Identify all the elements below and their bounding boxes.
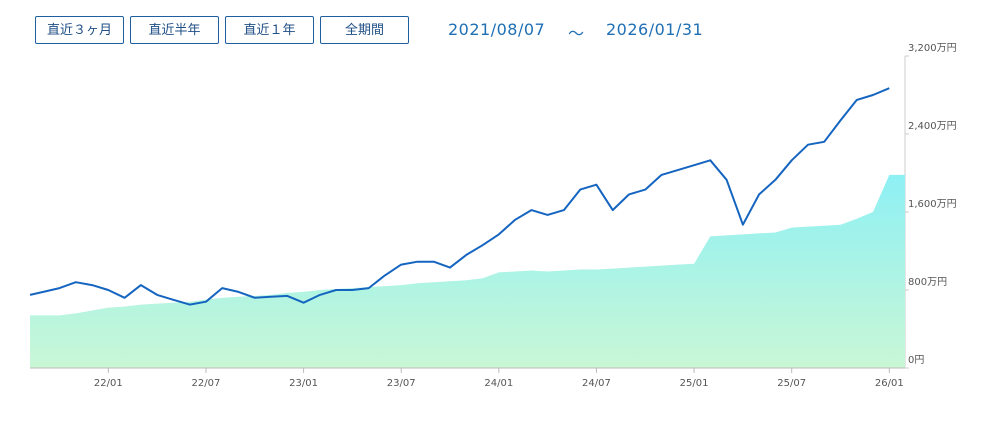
x-tick-label: 25/07 (777, 378, 806, 389)
y-tick-label: 2,400万円 (908, 121, 957, 132)
date-separator: ～ (568, 24, 585, 43)
y-tick-label: 3,200万円 (908, 43, 957, 54)
x-tick-label: 23/01 (289, 378, 318, 389)
x-tick-label: 24/01 (484, 378, 513, 389)
line (29, 87, 890, 306)
x-tick-label: 25/01 (680, 378, 709, 389)
end-date: 2026/01/31 (606, 20, 704, 39)
start-date: 2021/08/07 (448, 20, 546, 39)
x-tick-label: 23/07 (387, 378, 416, 389)
range-button[interactable]: 直近半年 (130, 16, 219, 44)
x-tick-label: 22/07 (192, 378, 221, 389)
y-tick-label: 800万円 (908, 277, 947, 288)
range-button[interactable]: 全期間 (320, 16, 409, 44)
x-tick-label: 26/01 (875, 378, 904, 389)
y-tick-label: 0円 (908, 355, 924, 366)
x-tick-label: 22/01 (94, 378, 123, 389)
area (30, 174, 905, 368)
range-button[interactable]: 直近３ヶ月 (35, 16, 124, 44)
range-button[interactable]: 直近１年 (225, 16, 314, 44)
x-tick-label: 24/07 (582, 378, 611, 389)
y-tick-label: 1,600万円 (908, 199, 957, 210)
